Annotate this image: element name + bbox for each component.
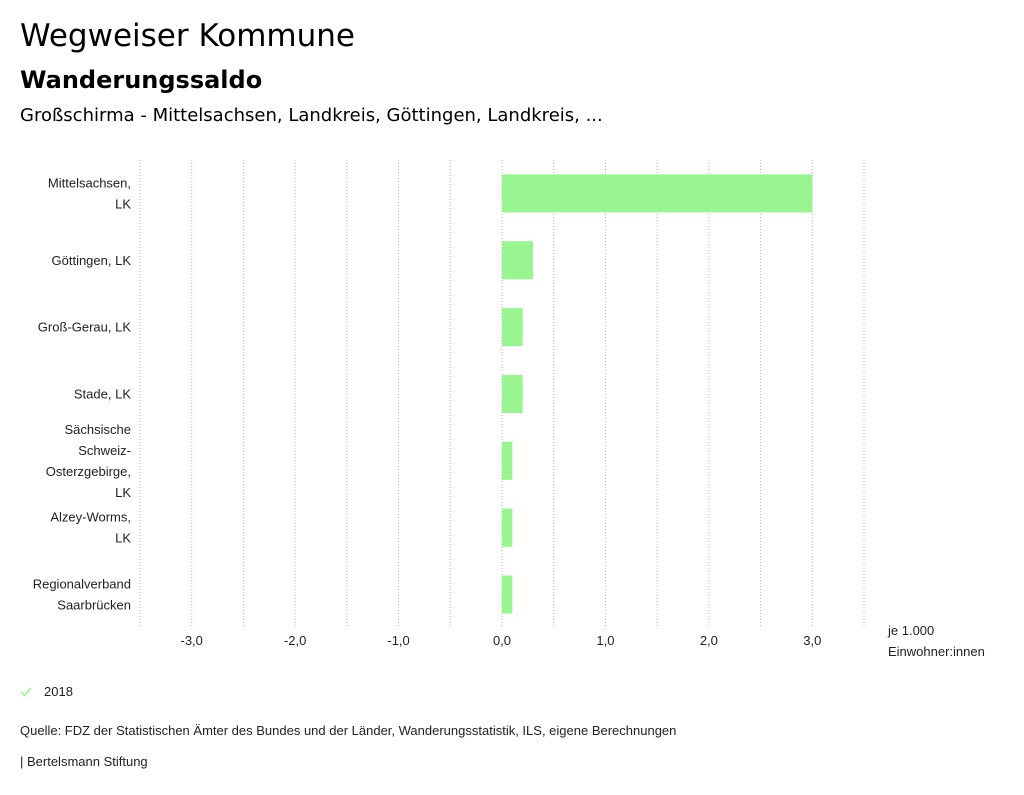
- category-label: Saarbrücken: [57, 598, 131, 613]
- bar: [502, 174, 813, 213]
- bar: [502, 241, 534, 280]
- page-title: Wegweiser Kommune: [20, 18, 355, 54]
- bar: [502, 308, 523, 347]
- category-label: LK: [115, 485, 131, 500]
- axis-unit-label: Einwohner:innen: [888, 644, 985, 659]
- x-tick-label: 1,0: [596, 633, 614, 648]
- category-label: Alzey-Worms,: [50, 510, 131, 525]
- category-label: Stade, LK: [74, 387, 131, 402]
- bar: [502, 374, 523, 414]
- bar: [502, 441, 513, 480]
- x-tick-label: 2,0: [700, 633, 718, 648]
- region-selection: Großschirma - Mittelsachsen, Landkreis, …: [20, 105, 603, 126]
- x-tick-label: -1,0: [387, 633, 409, 648]
- category-label: Göttingen, LK: [52, 253, 132, 268]
- category-label: Schweiz-: [78, 443, 131, 458]
- x-tick-label: -3,0: [181, 633, 203, 648]
- category-label: LK: [115, 531, 131, 546]
- x-tick-label: -2,0: [284, 633, 306, 648]
- bar: [502, 575, 513, 614]
- category-label: LK: [115, 196, 131, 211]
- x-tick-label: 3,0: [803, 633, 821, 648]
- legend-label: 2018: [44, 684, 73, 699]
- category-label: Mittelsachsen,: [48, 175, 131, 190]
- axis-unit-label: je 1.000: [887, 623, 934, 638]
- x-tick-label: 0,0: [493, 633, 511, 648]
- legend-item-2018[interactable]: 2018: [20, 684, 73, 699]
- chart-subtitle: Wanderungssaldo: [20, 66, 263, 94]
- source-note: Quelle: FDZ der Statistischen Ämter des …: [20, 723, 677, 738]
- category-label: Groß-Gerau, LK: [38, 320, 132, 335]
- checkmark-icon: [20, 686, 32, 697]
- category-label: Sächsische: [65, 422, 131, 437]
- credit-note: | Bertelsmann Stiftung: [20, 754, 148, 769]
- category-label: Regionalverband: [33, 577, 131, 592]
- bar: [502, 508, 513, 547]
- category-label: Osterzgebirge,: [46, 464, 131, 479]
- bar-chart: -3,0 -2,0 -1,0 0,0 1,0 2,0 3,0 je 1.000 Einwohne…: [33, 160, 985, 659]
